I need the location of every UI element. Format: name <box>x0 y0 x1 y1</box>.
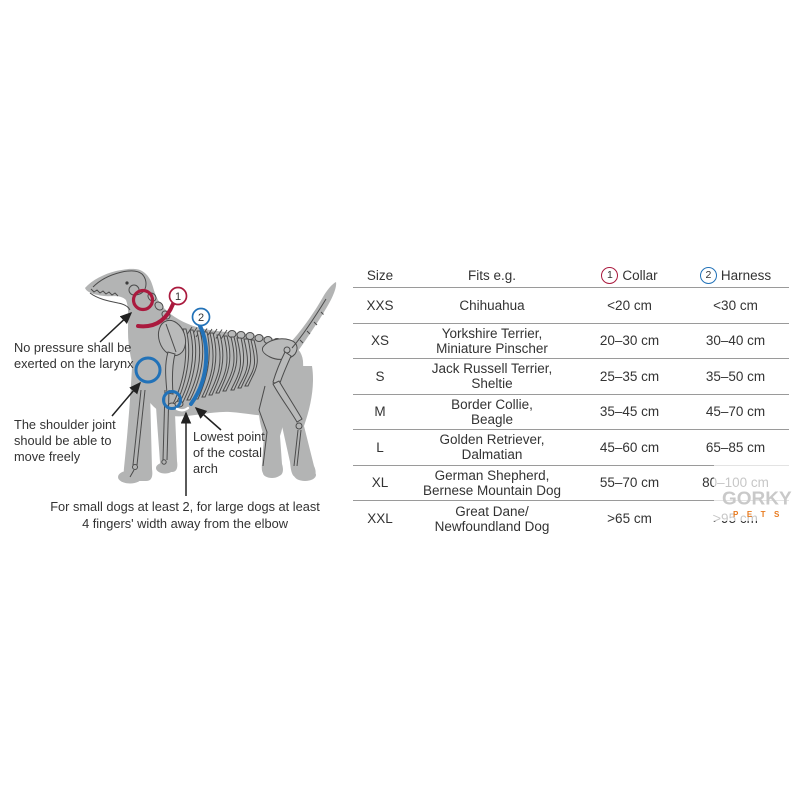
cell-fits: Golden Retriever, Dalmatian <box>439 432 545 463</box>
cell-size: XXS <box>366 297 394 313</box>
marker-1-number: 1 <box>175 291 181 303</box>
table-row: M Border Collie, Beagle 35–45 cm 45–70 c… <box>353 395 789 430</box>
cell-size: S <box>375 368 385 384</box>
elbow-circle <box>162 390 182 410</box>
col-header-fits: Fits e.g. <box>467 267 516 283</box>
arrow-shoulder <box>111 381 141 417</box>
skeleton-bones <box>89 270 327 478</box>
cell-fits: Yorkshire Terrier, Miniature Pinscher <box>436 325 548 356</box>
cell-size: XL <box>371 475 389 491</box>
cell-collar: 35–45 cm <box>599 404 660 420</box>
harness-number-badge: 2 <box>699 266 717 284</box>
cell-harness: <30 cm <box>713 297 758 313</box>
cell-harness: 35–50 cm <box>705 368 766 384</box>
cell-fits: Jack Russell Terrier, Sheltie <box>431 361 553 392</box>
table-row: XS Yorkshire Terrier, Miniature Pinscher… <box>353 324 789 359</box>
costal-arch-marker <box>175 406 190 412</box>
larynx-circle <box>131 288 155 312</box>
arrow-costal-arch <box>194 407 222 431</box>
cell-harness: 65–85 cm <box>705 439 766 455</box>
table-row: XXL Great Dane/ Newfoundland Dog >65 cm … <box>353 501 789 537</box>
annotation-larynx: No pressure shall be exerted on the lary… <box>14 340 134 371</box>
cell-collar: <20 cm <box>607 297 652 313</box>
annotation-finger-width: For small dogs at least 2, for large dog… <box>50 499 320 531</box>
cell-collar: 45–60 cm <box>599 439 660 455</box>
cell-collar: 25–35 cm <box>599 368 660 384</box>
collar-header-label: Collar <box>622 267 658 283</box>
marker-1-badge: 1 <box>168 286 188 306</box>
cell-size: M <box>374 404 386 420</box>
arrow-larynx <box>99 311 133 343</box>
table-row: L Golden Retriever, Dalmatian 45–60 cm 6… <box>353 430 789 466</box>
col-header-size: Size <box>366 267 394 283</box>
cell-harness: 30–40 cm <box>705 333 766 349</box>
collar-number-badge: 1 <box>601 266 619 284</box>
watermark-background <box>714 459 800 521</box>
cell-size: L <box>376 439 384 455</box>
harness-header-label: Harness <box>720 267 772 283</box>
table-header-row: Size Fits e.g. 1 Collar 2 Harness <box>353 263 789 288</box>
table-row: XXS Chihuahua <20 cm <30 cm <box>353 288 789 324</box>
cell-fits: Great Dane/ Newfoundland Dog <box>434 503 550 534</box>
annotation-costal-arch: Lowest point of the costal arch <box>193 429 265 476</box>
table-row: S Jack Russell Terrier, Sheltie 25–35 cm… <box>353 359 789 395</box>
marker-2-badge: 2 <box>191 307 211 327</box>
col-header-collar: 1 Collar <box>577 266 682 284</box>
marker-2-number: 2 <box>198 312 204 324</box>
cell-fits: German Shepherd, Bernese Mountain Dog <box>422 467 562 498</box>
cell-size: XS <box>370 333 389 349</box>
cell-fits: Border Collie, Beagle <box>451 396 533 427</box>
annotation-shoulder: The shoulder joint should be able to mov… <box>14 417 116 464</box>
watermark-brand-logo: GORKY <box>722 489 792 510</box>
collar-position-line <box>136 302 175 329</box>
shoulder-joint-circle <box>134 356 162 384</box>
cell-collar: 55–70 cm <box>599 475 660 491</box>
cell-fits: Chihuahua <box>459 297 525 313</box>
harness-position-line <box>189 324 209 406</box>
cell-harness: 45–70 cm <box>705 404 766 420</box>
cell-collar: >65 cm <box>607 511 652 527</box>
watermark-brand-sub: PETS <box>733 510 788 519</box>
cell-collar: 20–30 cm <box>599 333 660 349</box>
col-header-harness: 2 Harness <box>682 266 789 284</box>
dog-skeleton-diagram: 1 2 <box>85 268 337 496</box>
cell-size: XXL <box>367 511 393 527</box>
